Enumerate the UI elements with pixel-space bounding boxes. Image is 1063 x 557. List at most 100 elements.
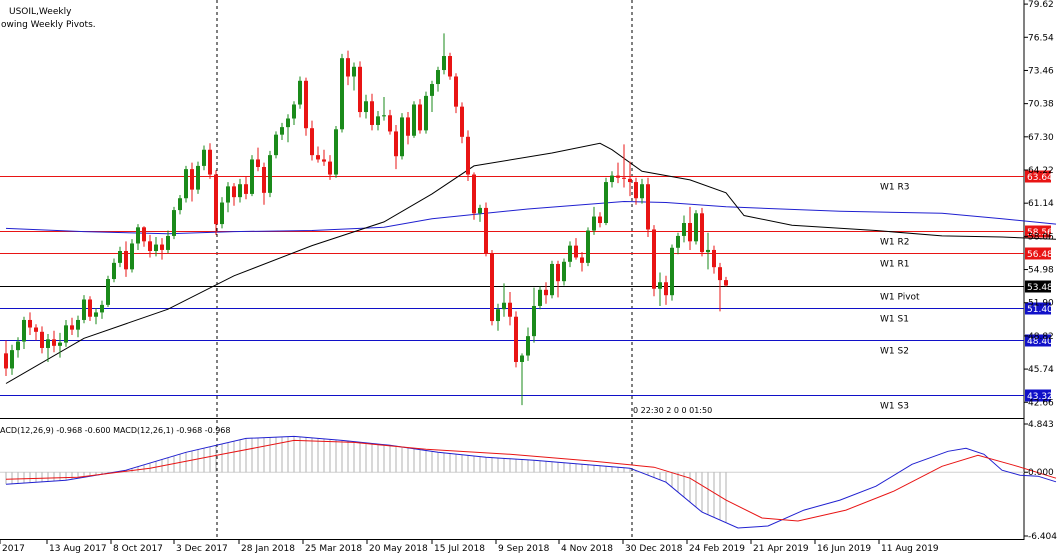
candle-body: [220, 202, 224, 225]
pivot-label: W1 R3: [880, 183, 909, 193]
candle-body: [400, 117, 404, 157]
pivot-price-tag: [1025, 247, 1051, 260]
candle-body: [322, 159, 326, 162]
candle-body: [682, 223, 686, 236]
candle-body: [364, 101, 368, 113]
x-tick-label: 2017: [2, 544, 25, 554]
candle-body: [232, 186, 236, 198]
candle-body: [640, 184, 644, 199]
candle-body: [136, 227, 140, 244]
candle-body: [430, 84, 434, 96]
candle-body: [724, 280, 728, 286]
y-tick-label: 73.46: [1028, 66, 1054, 76]
candle-body: [424, 95, 428, 131]
y-tick-label: 54.98: [1028, 266, 1054, 276]
candle-body: [454, 76, 458, 107]
candle-body: [592, 216, 596, 231]
candle-body: [544, 289, 548, 296]
candle-body: [358, 66, 362, 113]
candle-body: [556, 263, 560, 282]
candle-body: [172, 210, 176, 236]
candle-body: [712, 249, 716, 268]
candle-body: [610, 175, 614, 183]
candle-body: [154, 244, 158, 252]
candle-body: [28, 319, 32, 328]
candle-body: [502, 302, 506, 310]
candle-body: [526, 336, 530, 356]
pivot-price-tag: [1025, 280, 1051, 293]
candle-body: [16, 341, 20, 351]
candle-body: [676, 235, 680, 248]
pivot-price-text: 53.48: [1027, 283, 1053, 293]
x-tick-label: 4 Nov 2018: [561, 544, 613, 554]
candle-body: [628, 178, 632, 183]
macd-panel: 4.843 0.000 -6.404: [0, 420, 1057, 542]
candle-body: [718, 267, 722, 281]
ma-black-line: [5, 142, 1057, 384]
candle-body: [700, 213, 704, 253]
x-tick-label: 25 Mar 2018: [305, 544, 362, 554]
macd-tick-label: 4.843: [1028, 420, 1054, 430]
candle-body: [298, 80, 302, 105]
macd-tick-label: -6.404: [1028, 532, 1057, 542]
candle-body: [22, 319, 26, 342]
candle-body: [250, 159, 254, 194]
candle-body: [688, 223, 692, 242]
candle-body: [562, 261, 566, 282]
candle-body: [76, 319, 80, 330]
pivot-price-text: 56.48: [1027, 250, 1053, 260]
candle-body: [634, 182, 638, 199]
candle-body: [100, 304, 104, 313]
candle-body: [694, 213, 698, 242]
candle-body: [112, 262, 116, 280]
candle-body: [538, 289, 542, 306]
candle-body: [460, 106, 464, 137]
candle-body: [190, 169, 194, 190]
candle-body: [340, 58, 344, 130]
candle-body: [382, 115, 386, 117]
x-tick-label: 3 Dec 2017: [176, 544, 228, 554]
candle-body: [622, 177, 626, 179]
macd-label: ACD(12,26,9) -0.968 -0.600 MACD(12,26,1)…: [0, 426, 230, 435]
pivot-label: W1 S2: [880, 347, 909, 357]
candle-body: [130, 243, 134, 270]
pivot-lines: W1 R3 63.64 W1 R2 58.56 W1 R1 56.48 W1 Pivot 53…: [0, 170, 1053, 412]
candle-body: [88, 299, 92, 317]
candle-body: [244, 184, 248, 194]
candle-body: [616, 175, 620, 178]
candle-body: [334, 129, 338, 175]
candle-body: [94, 312, 98, 317]
x-tick-label: 20 May 2018: [369, 544, 428, 554]
x-tick-label: 13 Aug 2017: [49, 544, 107, 554]
candle-body: [658, 282, 662, 289]
candle-body: [580, 257, 584, 263]
candle-body: [532, 305, 536, 337]
pivot-price-text: 58.56: [1027, 228, 1053, 238]
candle-body: [370, 101, 374, 125]
pivot-price-tag: [1025, 225, 1051, 238]
pivot-price-tag: [1025, 170, 1051, 183]
candle-body: [586, 230, 590, 263]
candle-body: [184, 169, 188, 199]
candle-body: [388, 115, 392, 132]
candle-body: [262, 166, 266, 193]
chart-title: USOIL,Weekly: [9, 7, 72, 17]
x-tick-label: 24 Feb 2019: [689, 544, 745, 554]
candle-body: [214, 174, 218, 225]
candle-body: [376, 116, 380, 125]
candle-body: [256, 159, 260, 167]
pivot-label: W1 R2: [880, 238, 909, 248]
candle-body: [604, 182, 608, 224]
candle-body: [118, 251, 122, 263]
y-tick-label: 58.06: [1028, 232, 1054, 242]
pivot-price-text: 51.40: [1027, 305, 1053, 315]
candle-body: [142, 227, 146, 242]
candle-body: [304, 80, 308, 129]
candle-body: [568, 245, 572, 262]
candle-body: [64, 325, 68, 343]
candle-body: [478, 207, 482, 214]
candle-body: [166, 235, 170, 250]
pivot-label: W1 S3: [880, 402, 909, 412]
candle-body: [550, 263, 554, 296]
candle-body: [82, 299, 86, 320]
